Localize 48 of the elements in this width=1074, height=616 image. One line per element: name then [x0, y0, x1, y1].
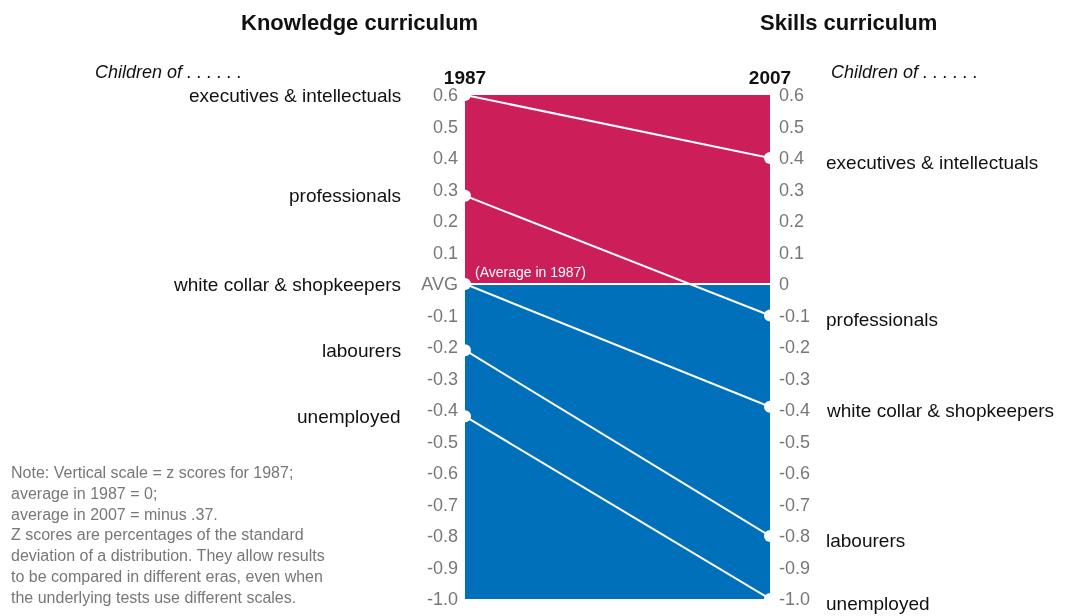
ref-line-label: (Average in 1987) [475, 264, 587, 280]
y-tick-label: 0.1 [432, 242, 458, 263]
text: white collar & shopkeepers [826, 400, 1055, 421]
text: Knowledge curriculum [241, 10, 479, 35]
y2-tick-label: -0.8 [779, 526, 811, 547]
y-tick-label: 0.3 [432, 179, 458, 200]
annotation: Note: Vertical scale = z scores for 1987; average in 1987 = 0; average in 2007 = minus .37. Z scores are percentages of the standard deviation of a distribution. They allow results to be compared in different eras, even when the underlying tests use different scales. [11, 464, 325, 606]
y-tick-label: -1.0 [426, 589, 458, 610]
y-tick-label: -0.5 [426, 431, 458, 452]
y-tick-label: -0.7 [426, 494, 458, 515]
y-tick-label: -0.6 [426, 463, 458, 484]
y-tick-label: -0.3 [426, 368, 458, 389]
text: labourers [826, 530, 906, 551]
y-tick-label: -0.9 [426, 557, 458, 578]
y-tick-label: 0.5 [432, 116, 458, 137]
text: professionals [289, 185, 401, 206]
text: labourers [322, 340, 402, 361]
y2-tick-label: 0.4 [779, 148, 805, 169]
y2-tick-label: -0.2 [779, 337, 811, 358]
text: unemployed [297, 406, 401, 427]
text: Children of . . . . . . [831, 62, 979, 82]
y2-tick-label: -0.5 [779, 431, 811, 452]
y2-tick-label: 0 [779, 274, 790, 295]
y-tick-label: -0.4 [426, 400, 458, 421]
y-tick-label: AVG [421, 274, 458, 295]
y2-tick-label: -0.3 [779, 368, 811, 389]
y-tick-label: 0.4 [432, 148, 458, 169]
y2-tick-label: -0.4 [779, 400, 811, 421]
y-tick-label: -0.2 [426, 337, 458, 358]
y2-tick-label: -0.6 [779, 463, 811, 484]
y-tick-label: -0.1 [426, 305, 458, 326]
text: white collar & shopkeepers [174, 274, 402, 295]
text: professionals [826, 309, 938, 330]
y2-tick-label: 0.1 [779, 242, 805, 263]
y2-tick-label: 0.3 [779, 179, 805, 200]
text: Skills curriculum [760, 10, 938, 35]
text: executives & intellectuals [826, 152, 1039, 173]
text: Children of . . . . . . [95, 62, 243, 82]
y2-tick-label: -0.7 [779, 494, 811, 515]
y-tick-label: -0.8 [426, 526, 458, 547]
y2-tick-label: -0.9 [779, 557, 811, 578]
text: unemployed [826, 593, 930, 614]
text: executives & intellectuals [189, 85, 402, 106]
y-tick-label: 0.2 [432, 211, 458, 232]
y2-tick-label: 0.2 [779, 211, 805, 232]
y2-tick-label: -0.1 [779, 305, 811, 326]
y2-tick-label: -1.0 [779, 589, 811, 610]
y2-tick-label: 0.5 [779, 116, 805, 137]
